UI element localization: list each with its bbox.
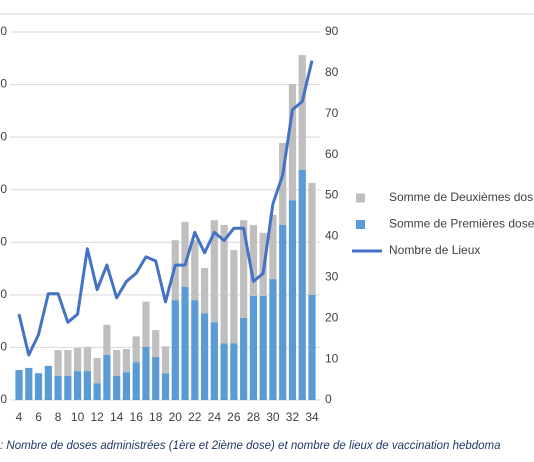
bar: [308, 294, 316, 400]
y2-tick-label: 90: [325, 24, 339, 38]
caption: : Nombre de doses administrées (1ère et …: [0, 440, 501, 452]
x-tick-label: 32: [286, 410, 300, 424]
y2-tick-label: 10: [325, 351, 339, 365]
bar: [181, 221, 189, 287]
y-tick-label: 1000: [0, 340, 7, 354]
bar: [113, 375, 121, 400]
bar: [132, 362, 140, 400]
bar: [240, 317, 248, 400]
x-tick-label: 22: [188, 410, 202, 424]
bar: [122, 372, 131, 400]
bar: [103, 354, 111, 400]
bar: [240, 220, 248, 318]
x-tick-label: 16: [130, 410, 144, 424]
y-tick-label: 0: [0, 392, 7, 406]
x-tick-label: 24: [208, 410, 222, 424]
bar: [64, 350, 72, 376]
legend-label: Somme de Premières dose: [389, 217, 534, 231]
x-tick-label: 6: [35, 410, 42, 424]
line: [17, 60, 314, 357]
bar: [308, 182, 316, 295]
bar: [25, 367, 33, 400]
bar: [113, 350, 121, 376]
x-tick-label: 20: [169, 410, 183, 424]
bar: [54, 375, 62, 400]
bar: [44, 365, 52, 400]
bar: [298, 169, 306, 400]
bar: [249, 295, 257, 400]
bar: [279, 224, 287, 400]
y-tick-label: 6000: [0, 77, 7, 91]
x-tick-label: 28: [247, 410, 261, 424]
bar: [93, 383, 101, 400]
x-tick-label: 4: [16, 410, 23, 424]
bar: [230, 250, 238, 344]
bar: [220, 224, 228, 344]
bar: [132, 336, 140, 363]
bar: [210, 322, 218, 400]
bar: [269, 279, 277, 400]
bar: [191, 300, 199, 400]
bar: [181, 286, 189, 400]
bar: [200, 268, 209, 314]
bar: [103, 324, 111, 355]
bar: [93, 357, 101, 384]
x-tick-label: 8: [55, 410, 62, 424]
legend-label: Somme de Deuxièmes dos: [389, 190, 533, 204]
y2-tick-label: 30: [325, 270, 339, 284]
x-tick-label: 12: [90, 410, 104, 424]
x-tick-label: 10: [71, 410, 85, 424]
bar: [259, 295, 267, 400]
y2-tick-label: 0: [325, 392, 332, 406]
bar: [200, 313, 209, 400]
bar: [288, 200, 297, 400]
bar: [220, 343, 228, 400]
bar: [161, 346, 170, 374]
legend-label: Nombre de Lieux: [389, 243, 480, 257]
bar: [152, 356, 160, 400]
bar: [15, 370, 23, 400]
bar: [64, 375, 72, 400]
bar: [83, 346, 91, 372]
y-tick-label: 4000: [0, 182, 7, 196]
bar: [191, 240, 199, 301]
y2-tick-label: 60: [325, 147, 339, 161]
y-tick-label: 5000: [0, 129, 7, 143]
y-tick-label: 2000: [0, 287, 7, 301]
y2-tick-label: 80: [325, 65, 339, 79]
bar: [142, 301, 150, 347]
x-tick-label: 14: [110, 410, 124, 424]
x-tick-label: 34: [305, 410, 319, 424]
y-tick-label: 7000: [0, 24, 7, 38]
bar: [230, 343, 238, 400]
bar: [298, 55, 306, 170]
y2-tick-label: 50: [325, 188, 339, 202]
bar: [161, 373, 170, 400]
bar: [210, 220, 218, 323]
bar: [122, 349, 131, 373]
x-tick-label: 26: [227, 410, 241, 424]
y2-tick-label: 20: [325, 310, 339, 324]
y2-tick-label: 40: [325, 229, 339, 243]
x-tick-label: 30: [266, 410, 280, 424]
x-tick-label: 18: [149, 410, 163, 424]
bar: [54, 350, 62, 376]
y-tick-label: 3000: [0, 234, 7, 248]
legend-swatch: [356, 193, 365, 203]
bar: [142, 346, 150, 400]
bar: [171, 300, 179, 400]
bar: [249, 224, 257, 296]
bar: [83, 371, 91, 400]
bar: [288, 84, 297, 201]
bar: [152, 330, 160, 357]
bar: [74, 371, 82, 400]
legend-swatch: [356, 220, 365, 229]
y2-tick-label: 70: [325, 106, 339, 120]
bar: [279, 142, 287, 225]
bar: [269, 214, 277, 280]
bar: [34, 373, 43, 400]
bar: [74, 347, 82, 372]
